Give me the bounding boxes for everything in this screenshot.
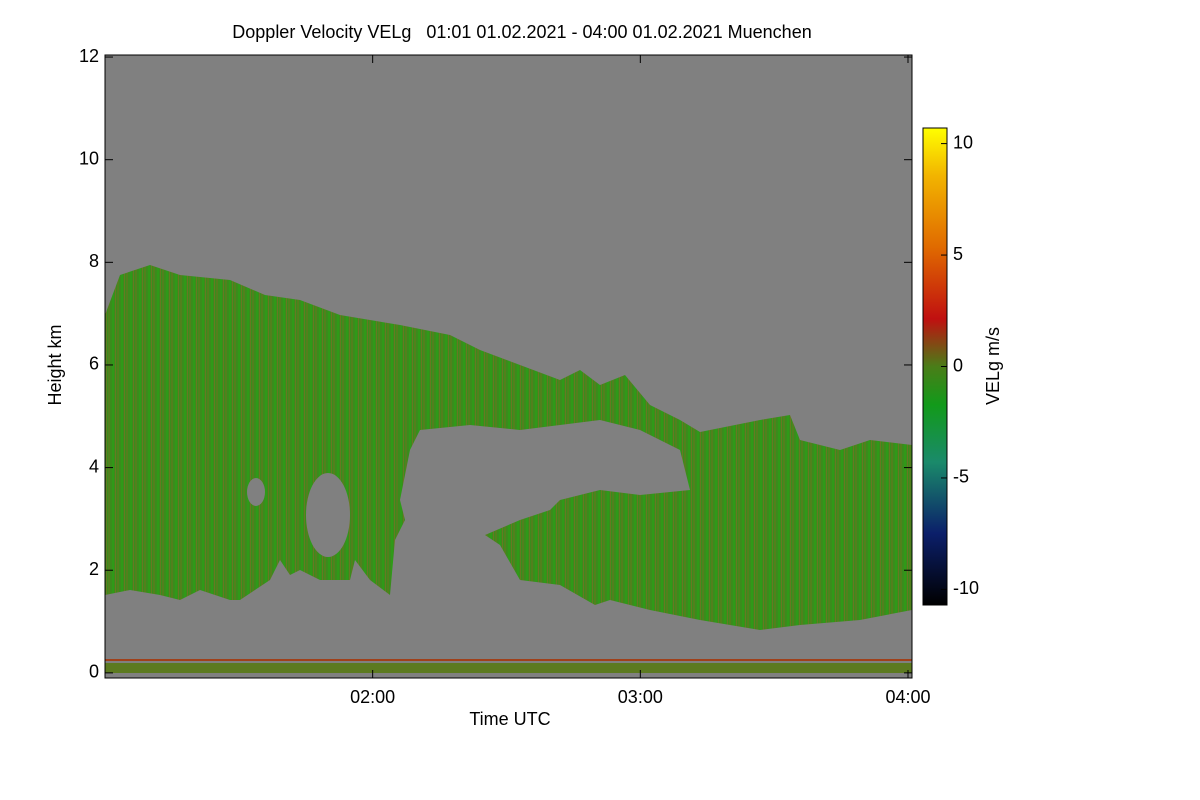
x-tick-label: 02:00 [350,687,395,707]
y-tick-label: 4 [89,456,99,476]
y-tick-label: 8 [89,251,99,271]
colorbar-tick-label: 10 [953,132,973,152]
y-tick-label: 12 [79,46,99,66]
cloud-echo [105,265,912,630]
cloud-gap [306,473,350,557]
chart-title: Doppler Velocity VELg 01:01 01.02.2021 -… [232,22,811,42]
y-tick-label: 10 [79,148,99,168]
plot-frame [104,54,913,679]
colorbar-tick-label: 0 [953,355,963,375]
x-axis-label: Time UTC [469,709,550,729]
x-tick-label: 03:00 [618,687,663,707]
y-tick-label: 0 [89,662,99,682]
ground-clutter [105,663,912,673]
x-tick-label: 04:00 [885,687,930,707]
colorbar-tick-label: -5 [953,467,969,487]
y-tick-label: 2 [89,559,99,579]
colorbar-label: VELg m/s [983,327,1003,405]
cloud-gap [247,478,265,506]
colorbar-tick-label: -10 [953,578,979,598]
y-tick-label: 6 [89,354,99,374]
y-axis-label: Height km [45,324,65,405]
colorbar-tick-label: 5 [953,244,963,264]
